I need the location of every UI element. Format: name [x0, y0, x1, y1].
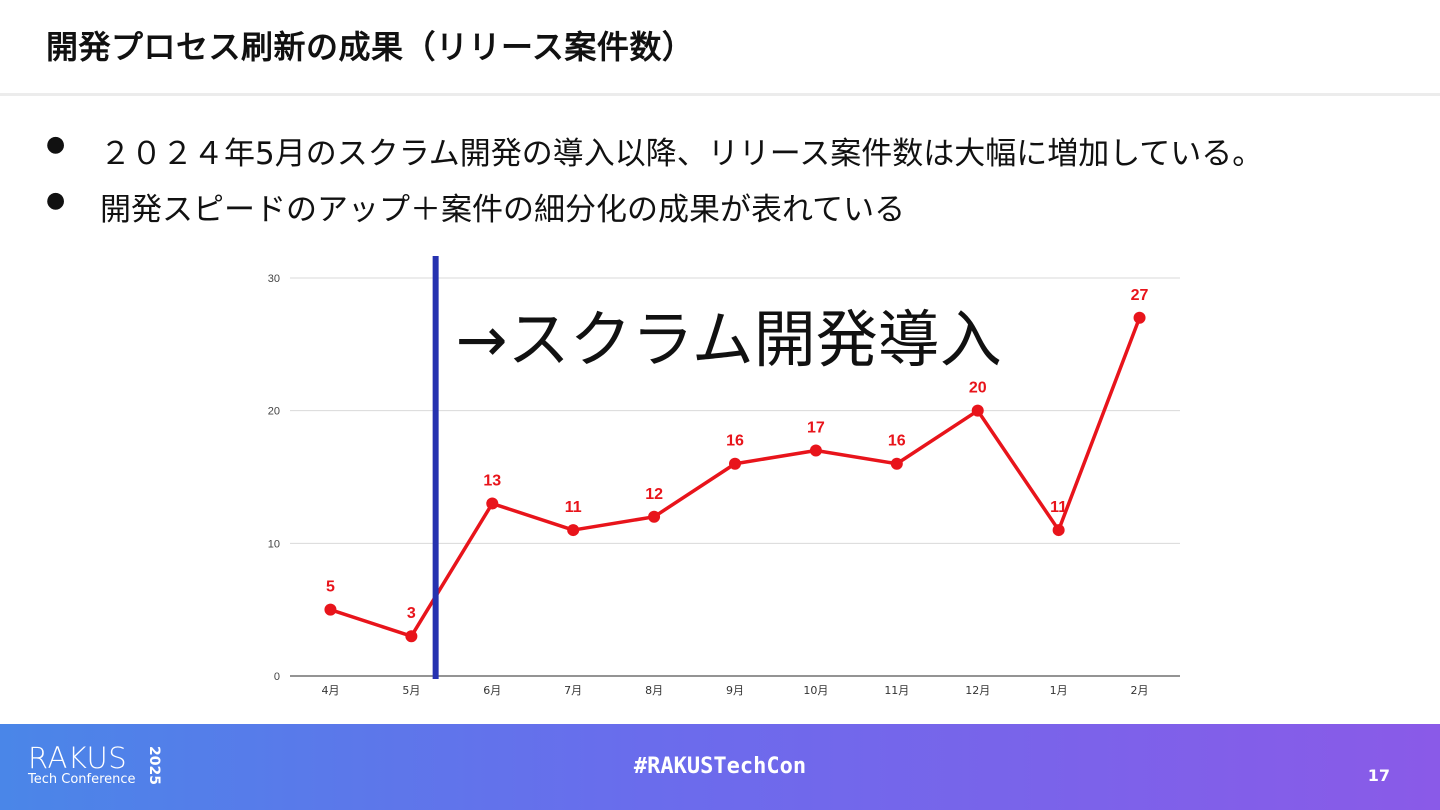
x-tick-label: 8月 [645, 684, 663, 697]
x-tick-label: 6月 [483, 684, 501, 697]
data-point [729, 457, 741, 470]
data-label: 27 [1131, 287, 1149, 304]
x-tick-label: 5月 [402, 684, 420, 697]
x-tick-label: 10月 [803, 684, 828, 697]
data-point [405, 630, 418, 643]
logo-year: 2025 [146, 746, 162, 785]
x-tick-label: 9月 [726, 684, 744, 697]
y-tick-label: 0 [274, 671, 280, 683]
bullet-text: 開発スピードのアップ＋案件の細分化の成果が表れている [100, 192, 906, 228]
data-label: 3 [407, 605, 416, 622]
logo-wordmark: RAKUS [28, 741, 128, 775]
page-number: 17 [1367, 766, 1390, 785]
data-point [567, 524, 580, 537]
data-point [1133, 311, 1146, 324]
x-tick-label: 1月 [1050, 684, 1068, 697]
data-point [1052, 524, 1065, 537]
slide-title: 開発プロセス刷新の成果（リリース案件数） [46, 28, 695, 66]
data-label: 13 [483, 473, 501, 490]
bullet-marker: ● [46, 132, 66, 157]
data-label: 12 [645, 486, 663, 503]
data-label: 16 [888, 433, 906, 450]
x-tick-label: 7月 [564, 684, 582, 697]
x-tick-label: 11月 [884, 684, 909, 697]
y-tick-label: 20 [268, 406, 280, 418]
data-point [486, 497, 499, 510]
title-bar: 開発プロセス刷新の成果（リリース案件数） [0, 0, 1440, 96]
data-label: 20 [969, 380, 987, 397]
y-tick-label: 30 [268, 273, 280, 285]
rakus-logo: RAKUS Tech Conference 2025 [28, 741, 162, 788]
data-point [648, 510, 661, 523]
x-tick-label: 12月 [965, 684, 990, 697]
bullet-text: ２０２４年5月のスクラム開発の導入以降、リリース案件数は大幅に増加している。 [100, 136, 1264, 172]
x-tick-label: 4月 [321, 684, 339, 697]
x-tick-label: 2月 [1131, 684, 1149, 697]
scrum-start-annotation: →スクラム開発導入 [456, 303, 1002, 376]
data-point [809, 444, 822, 457]
bullet-marker: ● [46, 188, 66, 213]
data-label: 16 [726, 433, 744, 450]
y-tick-label: 10 [268, 538, 280, 550]
data-point [971, 404, 984, 417]
release-count-line-chart: 0 10 20 30 4月 5月 6月 7月 8月 9月 10月 11月 12月 1月 2月 5 3 13 11 12… [268, 256, 1180, 697]
logo-subtitle: Tech Conference [28, 772, 136, 787]
data-label: 11 [1050, 499, 1067, 516]
data-label: 5 [326, 579, 335, 596]
footer-bar: RAKUS Tech Conference 2025 #RAKUSTechCon… [0, 724, 1440, 810]
event-hashtag: #RAKUSTechCon [633, 754, 807, 779]
data-label: 17 [807, 419, 825, 436]
data-point [890, 457, 903, 470]
data-label: 11 [565, 499, 582, 516]
data-point [324, 603, 337, 616]
